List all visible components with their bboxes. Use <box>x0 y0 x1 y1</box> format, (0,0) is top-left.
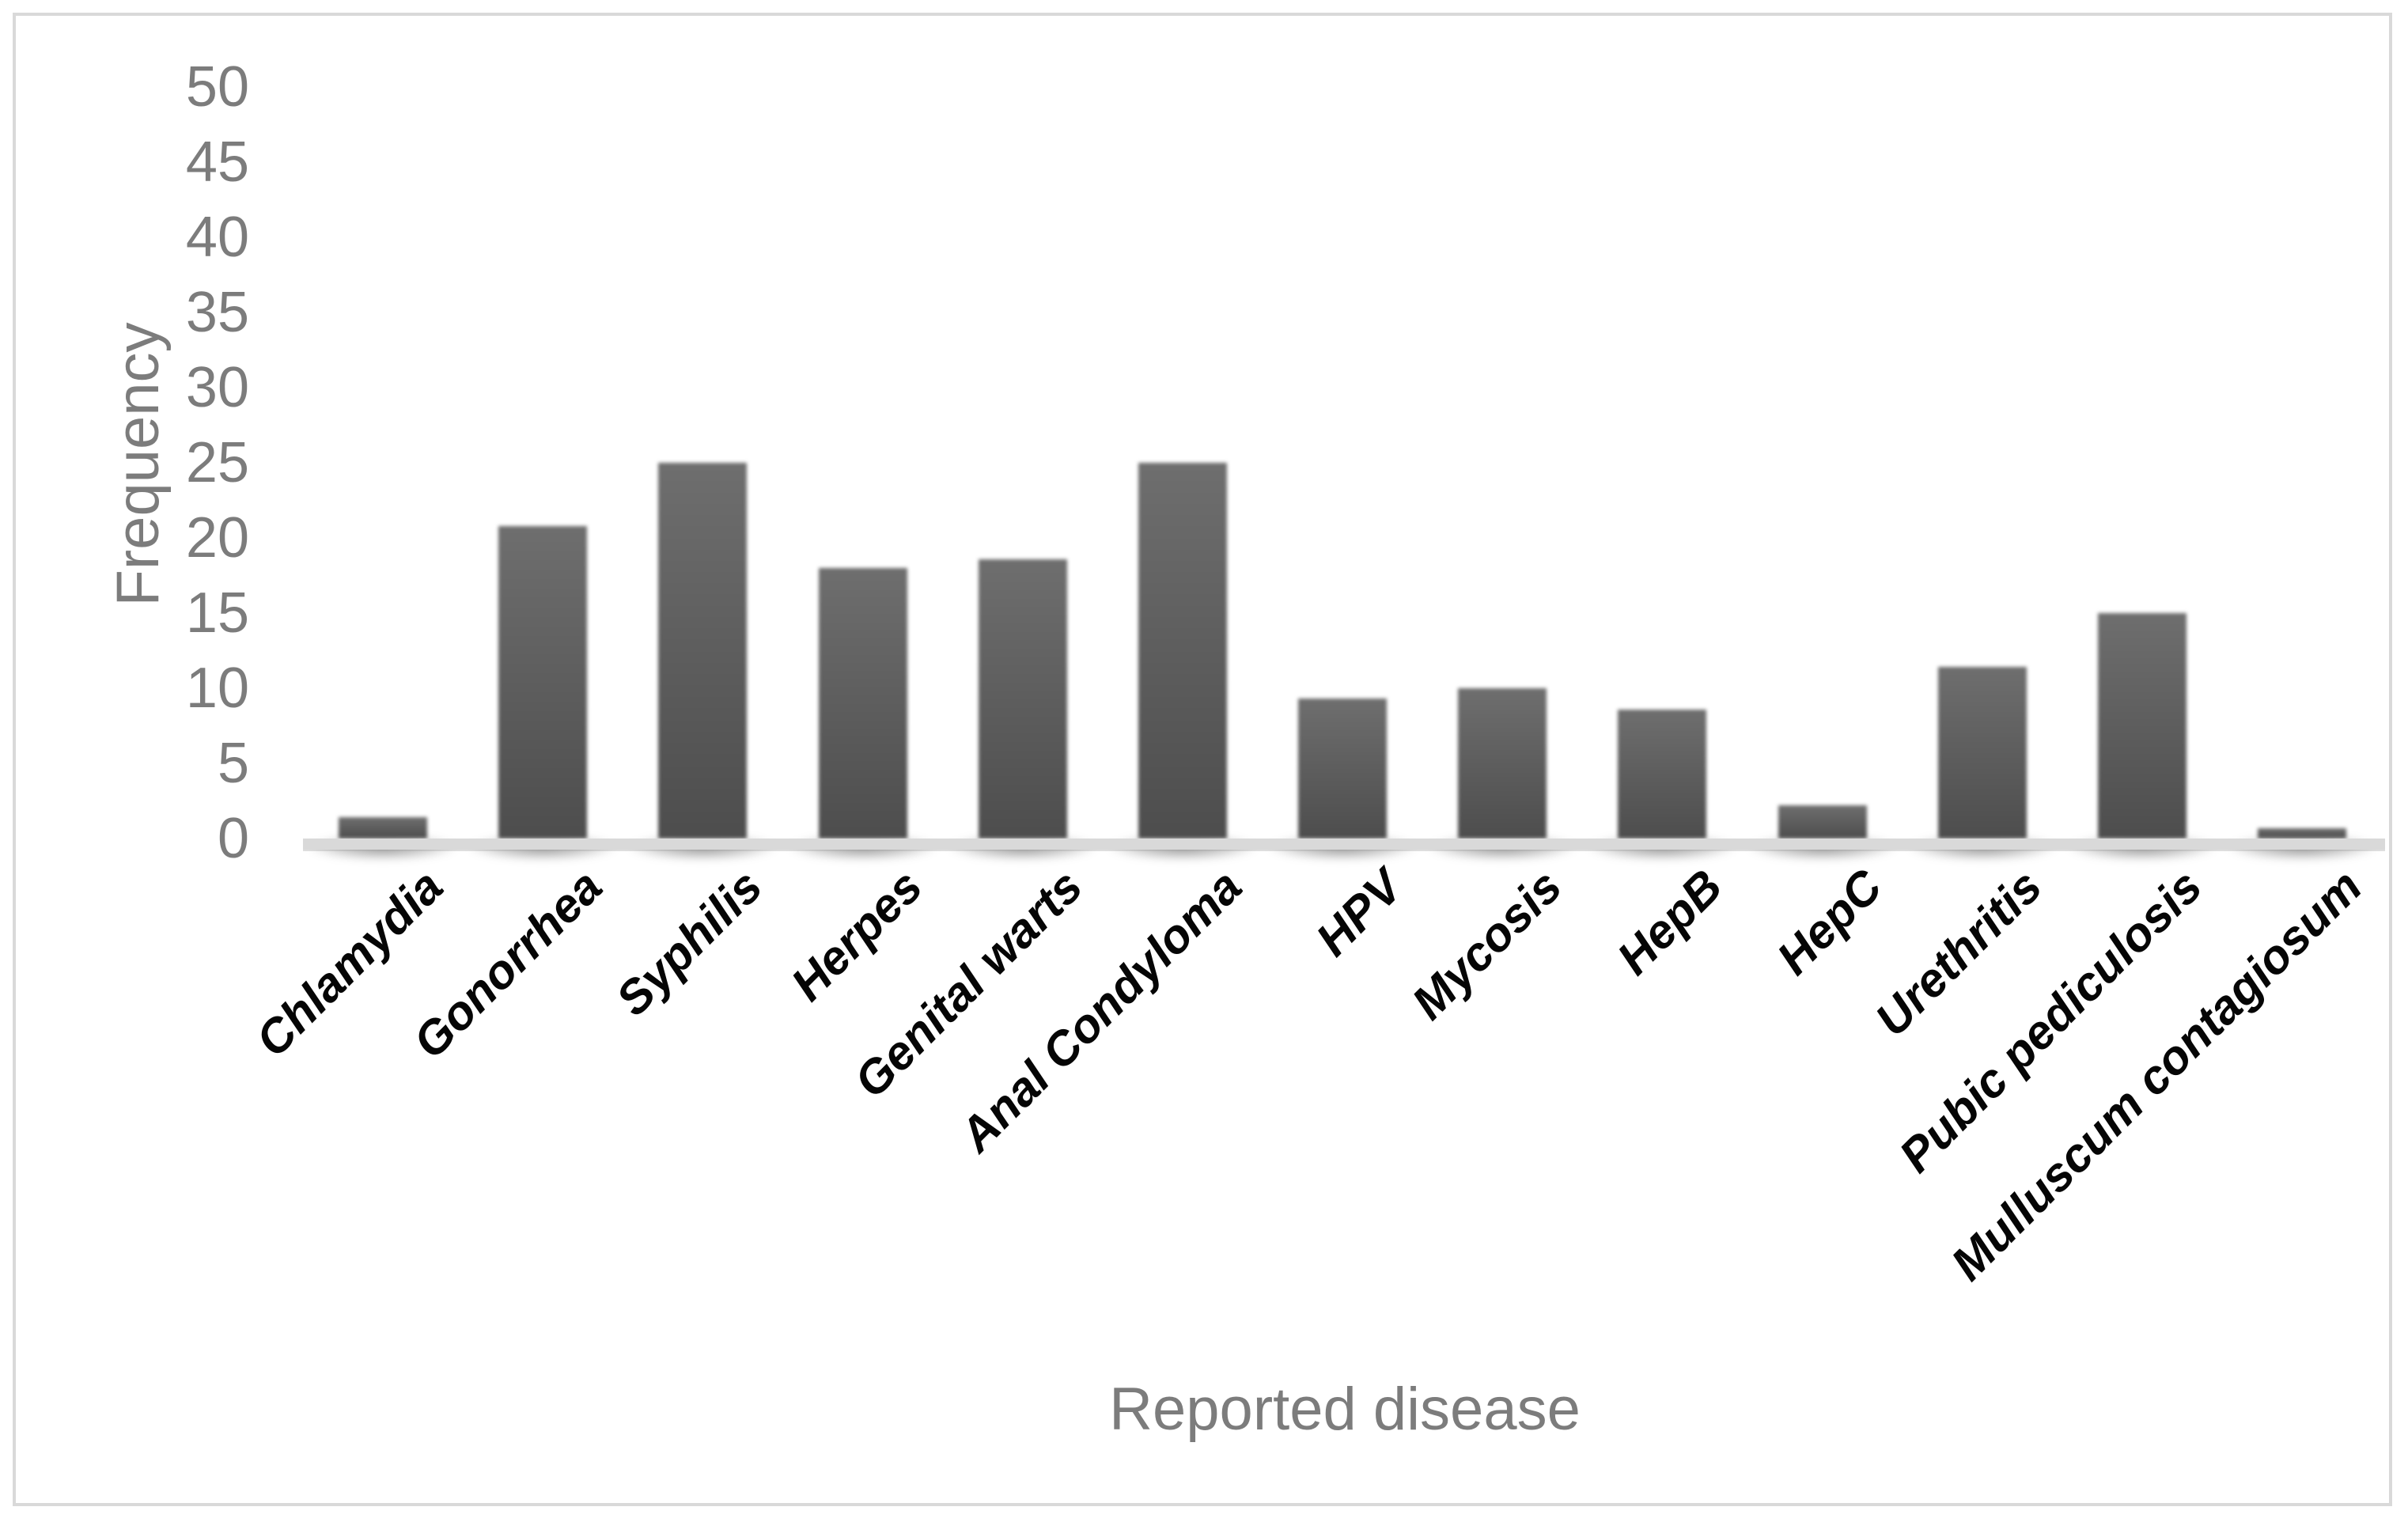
x-category-label-syphilis: Syphilis <box>606 859 773 1026</box>
y-tick-label-45: 45 <box>185 131 249 194</box>
bar-herpes <box>818 568 907 839</box>
y-tick-label-0: 0 <box>217 807 249 870</box>
x-category-label-hpv: HPV <box>1305 859 1412 967</box>
y-tick-label-50: 50 <box>185 55 249 119</box>
bar-hepc <box>1778 805 1867 839</box>
y-tick-label-10: 10 <box>185 657 249 720</box>
y-tick-label-20: 20 <box>185 506 249 570</box>
y-tick-label-5: 5 <box>217 732 249 795</box>
y-tick-label-25: 25 <box>185 431 249 494</box>
bar-gonorrhea <box>498 525 588 839</box>
bar-genital-warts <box>978 558 1067 839</box>
bar-mycosis <box>1458 688 1547 839</box>
y-tick-label-15: 15 <box>185 581 249 645</box>
x-category-label-anal-condyloma: Anal Condyloma <box>949 859 1252 1162</box>
bar-anal-condyloma <box>1138 463 1227 839</box>
y-tick-label-35: 35 <box>185 281 249 344</box>
bar-urethritis <box>1937 667 2027 839</box>
x-axis-title: Reported disease <box>1109 1376 1581 1443</box>
x-category-label-hepc: HepC <box>1766 859 1892 985</box>
bar-hepb <box>1618 709 1707 839</box>
x-axis-line <box>303 839 2385 850</box>
x-category-label-hepb: HepB <box>1607 859 1732 985</box>
y-tick-label-30: 30 <box>185 356 249 419</box>
x-category-label-mycosis: Mycosis <box>1402 859 1573 1030</box>
x-category-label-herpes: Herpes <box>781 859 933 1011</box>
bar-mulluscum-contagiosum <box>2258 827 2347 839</box>
bar-pubic-pediculosis <box>2097 613 2187 839</box>
bar-hpv <box>1298 699 1388 839</box>
x-category-label-pubic-pediculosis: Pubic pediculosis <box>1888 859 2212 1183</box>
y-tick-label-40: 40 <box>185 206 249 269</box>
bar-syphilis <box>658 463 748 839</box>
bar-chlamydia <box>339 817 427 839</box>
